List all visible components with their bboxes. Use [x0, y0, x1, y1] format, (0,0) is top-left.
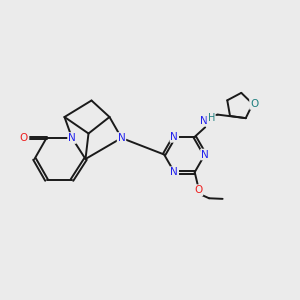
Text: O: O [194, 185, 202, 195]
Text: N: N [68, 133, 76, 143]
Text: O: O [19, 133, 28, 143]
Text: N: N [170, 132, 178, 142]
Text: O: O [250, 99, 258, 109]
Text: H: H [208, 112, 215, 123]
Text: N: N [170, 167, 178, 177]
Text: N: N [200, 116, 208, 126]
Text: N: N [201, 149, 209, 160]
Text: N: N [118, 133, 125, 143]
